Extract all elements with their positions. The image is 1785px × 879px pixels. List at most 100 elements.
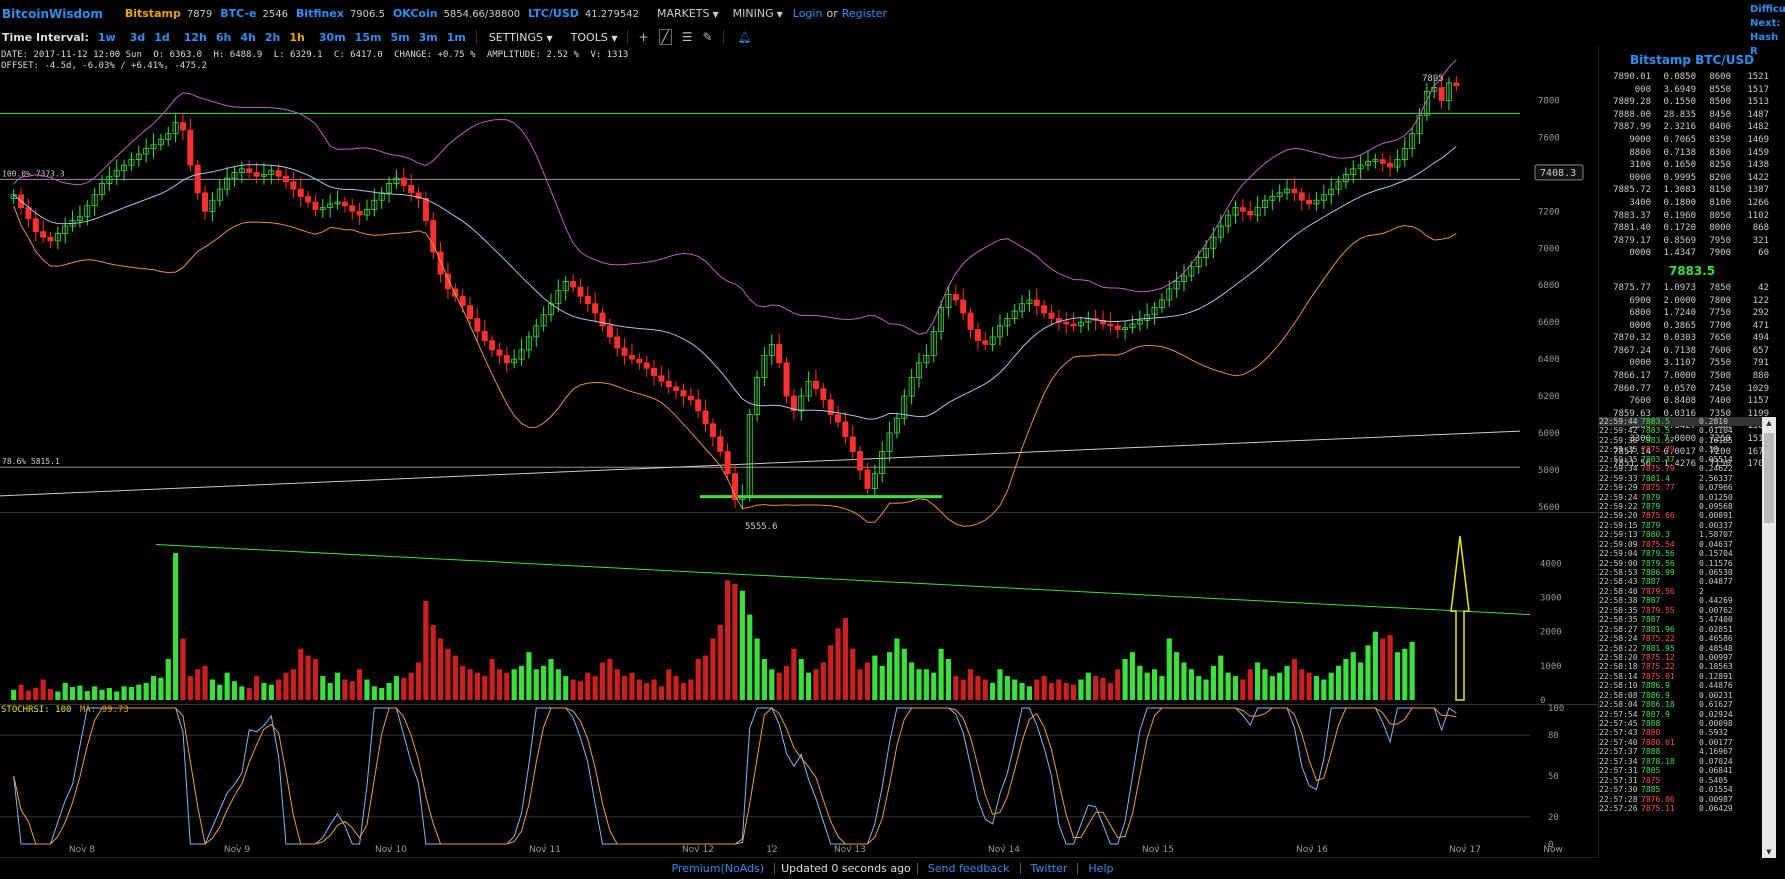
candle-body xyxy=(1342,173,1349,183)
volume-bar xyxy=(18,684,24,700)
interval-button-30m[interactable]: 30m xyxy=(318,30,346,44)
trade-time: 22:57:28 xyxy=(1599,794,1638,804)
interval-button-2h[interactable]: 2h xyxy=(264,30,281,44)
trade-row: 22:58:53 7886.99 0.06530 xyxy=(1599,568,1774,577)
candle-body xyxy=(1453,82,1460,87)
send-feedback-link[interactable]: Send feedback xyxy=(927,862,1010,875)
trade-volume: 0.01250 xyxy=(1699,492,1733,502)
pen-tool-icon[interactable]: ✎ xyxy=(702,30,713,44)
trade-row: 22:58:04 7886.18 0.61627 xyxy=(1599,700,1774,709)
trade-volume: 0.02851 xyxy=(1699,624,1733,634)
orderbook-title[interactable]: Bitstamp BTC/USD xyxy=(1629,53,1755,67)
order-price: 7875.77 xyxy=(1613,282,1651,293)
candle-body xyxy=(1335,181,1342,190)
trade-volume: 0.12891 xyxy=(1699,671,1733,681)
premium-link[interactable]: Premium(NoAds) xyxy=(671,862,765,875)
volume-bar xyxy=(452,655,458,700)
info-low: L: 6329.1 xyxy=(273,50,323,60)
volume-bar xyxy=(828,645,834,700)
volume-bars xyxy=(11,553,1415,700)
volume-bar xyxy=(1019,682,1025,700)
volume-bar xyxy=(842,618,848,700)
trade-volume: 0.06429 xyxy=(1699,803,1733,813)
interval-button-5m[interactable]: 5m xyxy=(390,30,410,44)
trade-price: 7885 xyxy=(1641,766,1661,776)
interval-button-15m[interactable]: 15m xyxy=(354,30,382,44)
mining-menu[interactable]: MINING ▼ xyxy=(733,7,783,20)
exchange-ticker-btce[interactable]: BTC-e 2546 xyxy=(212,7,288,20)
crosshair-icon[interactable]: + xyxy=(638,30,649,44)
candle-body xyxy=(835,414,842,423)
depth-sum: 1487 xyxy=(1747,109,1769,120)
trade-row: 22:58:22 7881.95 0.48548 xyxy=(1599,644,1774,653)
trade-volume: 0.00762 xyxy=(1699,605,1733,615)
order-price: 9000 xyxy=(1629,134,1651,145)
volume-bar xyxy=(349,681,355,700)
interval-button-1d[interactable]: 1d xyxy=(154,30,170,44)
exchange-name: Bitstamp xyxy=(124,7,181,20)
interval-button-1w[interactable]: 1w xyxy=(97,30,116,44)
help-link[interactable]: Help xyxy=(1088,862,1114,875)
candle-body xyxy=(1328,188,1335,196)
site-logo[interactable]: BitcoinWisdom xyxy=(2,6,103,21)
register-link[interactable]: Register xyxy=(841,7,888,20)
exchange-ticker-bitstamp[interactable]: Bitstamp 7879 xyxy=(117,7,212,20)
volume-bar xyxy=(69,687,76,700)
volume-bar xyxy=(217,684,223,700)
trade-price: 7886.9 xyxy=(1641,690,1670,700)
login-link[interactable]: Login xyxy=(792,7,823,20)
trade-time: 22:58:35 xyxy=(1599,615,1638,625)
horizontal-line-icon[interactable]: ☰ xyxy=(681,30,693,44)
volume-bar xyxy=(298,648,304,700)
markets-menu[interactable]: MARKETS ▼ xyxy=(657,7,719,20)
trade-volume: 2 xyxy=(1699,586,1704,596)
candle-body xyxy=(724,451,731,475)
candle-body xyxy=(790,395,797,412)
scroll-up-icon[interactable]: ▲ xyxy=(1766,419,1772,427)
volume-bar xyxy=(276,679,282,700)
candle-body xyxy=(1181,275,1187,282)
candle-body xyxy=(76,216,83,221)
candle-body xyxy=(437,251,444,275)
scrollbar-thumb[interactable] xyxy=(1764,433,1774,523)
candle-body xyxy=(1365,161,1371,166)
settings-menu[interactable]: SETTINGS ▼ xyxy=(489,31,553,44)
exchange-ticker-ltcusd[interactable]: LTC/USD 41.279542 xyxy=(520,7,639,20)
price-chart[interactable]: 7800760074007200700068006600640062006000… xyxy=(0,46,1598,858)
trade-time: 22:59:13 xyxy=(1599,530,1638,540)
tools-menu[interactable]: TOOLS ▼ xyxy=(571,31,618,44)
candle-body xyxy=(231,172,238,179)
interval-button-3m[interactable]: 3m xyxy=(418,30,438,44)
order-amount: 3.6949 xyxy=(1663,84,1696,95)
interval-button-1m[interactable]: 1m xyxy=(446,30,466,44)
depth-sum: 1361 xyxy=(1747,421,1769,432)
orderbook-row: 7866.17 7.0000 7500 880 xyxy=(1599,370,1785,383)
interval-button-3d[interactable]: 3d xyxy=(129,30,146,44)
candle-body xyxy=(592,303,599,314)
depth-level: 8300 xyxy=(1709,147,1731,158)
interval-button-1h[interactable]: 1h xyxy=(289,30,305,44)
interval-button-4h[interactable]: 4h xyxy=(240,30,256,44)
twitter-link[interactable]: Twitter xyxy=(1030,862,1068,875)
interval-button-12h[interactable]: 12h xyxy=(183,30,207,44)
bell-icon[interactable]: 🔔︎ xyxy=(737,30,752,44)
scroll-down-icon[interactable]: ▼ xyxy=(1766,848,1772,856)
trade-list-scrollbar[interactable]: ▲ ▼ xyxy=(1762,417,1776,858)
line-tool-icon[interactable]: ╱ xyxy=(658,29,672,45)
volume-bar xyxy=(1409,641,1415,700)
volume-bar xyxy=(47,689,54,700)
candle-body xyxy=(452,288,459,297)
exchange-ticker-bitfinex[interactable]: Bitfinex 7906.5 xyxy=(288,7,385,20)
exchange-ticker-okcoin[interactable]: OKCoin 5854.66/38800 xyxy=(385,7,520,20)
volume-bar xyxy=(1372,631,1378,700)
difficulty-panel[interactable]: Difficu Next: Hash R xyxy=(1750,3,1785,59)
candle-body xyxy=(106,175,113,185)
footer-divider xyxy=(1077,863,1079,874)
volume-bar xyxy=(725,580,731,700)
order-amount: 0.7065 xyxy=(1663,134,1696,145)
candle-body xyxy=(1063,321,1070,325)
order-amount: 0.0850 xyxy=(1663,72,1696,82)
interval-button-6h[interactable]: 6h xyxy=(215,30,232,44)
trade-time: 22:59:33 xyxy=(1599,473,1638,483)
volume-bar xyxy=(1166,638,1172,700)
